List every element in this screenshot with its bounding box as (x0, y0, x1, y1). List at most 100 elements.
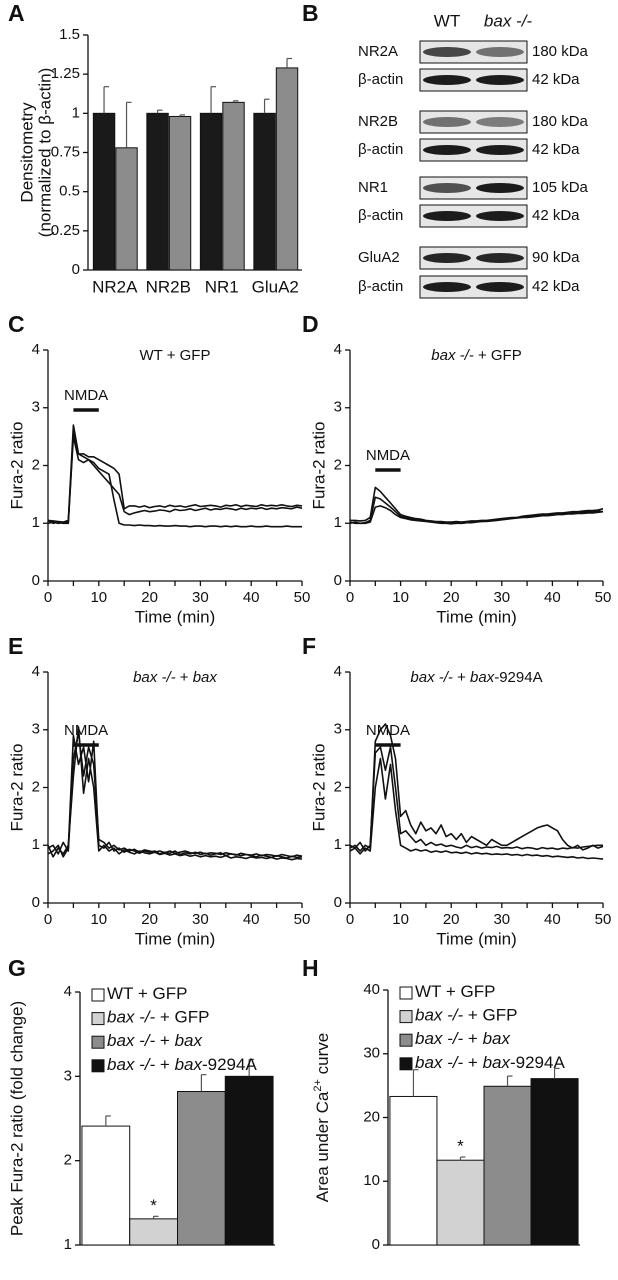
y-axis-label-part: Area under Ca (313, 1091, 332, 1202)
chart-title-part: + GFP (474, 347, 522, 364)
x-tick-label: NR2A (92, 277, 138, 296)
protein-label: β-actin (358, 278, 403, 295)
legend-label-part: WT + GFP (415, 982, 495, 1001)
y-tick-label: 1 (334, 514, 342, 531)
y-tick-label: 0 (334, 894, 342, 911)
chart-title-part: bax -/- (431, 347, 474, 364)
y-tick-label: 3 (334, 721, 342, 738)
chart-title: bax -/- + GFP (431, 347, 521, 364)
legend-label: WT + GFP (415, 982, 495, 1001)
trace (47, 731, 303, 858)
x-tick-label: 10 (90, 911, 107, 928)
legend-label-part: + (155, 1032, 174, 1051)
chart-title: bax -/- + bax-9294A (410, 669, 542, 686)
x-tick-label: 50 (294, 589, 311, 606)
trace (47, 424, 302, 528)
y-tick-label: 0 (72, 261, 80, 278)
y-axis-label: Fura-2 ratio (309, 744, 328, 832)
x-axis-label: Time (min) (135, 607, 216, 626)
bar (275, 67, 299, 271)
y-tick-label: 0 (32, 572, 40, 589)
blot-strip (419, 68, 528, 92)
x-axis-label: Time (min) (436, 607, 517, 626)
bar (177, 1091, 226, 1246)
y-tick-label: 0 (334, 572, 342, 589)
legend-label-part: -9294A (202, 1055, 257, 1074)
y-axis-label-part: 2+ (312, 1079, 324, 1092)
blot-band (476, 145, 524, 155)
panel-label: A (8, 0, 25, 26)
blot-band (423, 183, 471, 193)
legend-label: bax -/- + GFP (107, 1008, 210, 1027)
stimulus-label: NMDA (64, 387, 108, 404)
blot-strip (419, 246, 528, 270)
x-tick-label: 30 (493, 589, 510, 606)
blot-band (476, 47, 524, 57)
y-tick-label: 3 (64, 1067, 72, 1084)
y-tick-label: 2 (32, 778, 40, 795)
panel-label: H (302, 955, 319, 981)
x-axis-label: Time (min) (135, 929, 216, 948)
y-tick-label: 2 (64, 1152, 72, 1169)
legend-label-part: bax -/- (107, 1032, 156, 1051)
protein-label: β-actin (358, 207, 403, 224)
legend-label-part: bax (175, 1055, 203, 1074)
y-axis-label: Peak Fura-2 ratio (fold change) (7, 1001, 26, 1236)
x-tick-label: 50 (595, 589, 612, 606)
x-tick-label: 50 (595, 911, 612, 928)
protein-label: NR2B (358, 113, 398, 130)
bar (530, 1078, 579, 1246)
bar (81, 1125, 131, 1246)
size-label: 105 kDa (532, 179, 589, 196)
legend-label: bax -/- + GFP (415, 1006, 518, 1025)
panel-label: C (8, 311, 25, 337)
y-tick-label: 3 (32, 399, 40, 416)
y-axis-label: Fura-2 ratio (309, 422, 328, 510)
protein-label: β-actin (358, 141, 403, 158)
bar (199, 112, 223, 271)
y-tick-label: 40 (363, 981, 380, 998)
legend-label-part: bax -/- (415, 1006, 464, 1025)
bar (253, 112, 276, 271)
legend-label: WT + GFP (107, 984, 187, 1003)
blot-band (423, 253, 471, 263)
y-tick-label: 4 (64, 983, 72, 1000)
y-tick-label: 1 (64, 1236, 72, 1253)
x-tick-label: NR1 (205, 277, 239, 296)
panel-label: F (302, 633, 316, 659)
lane-label: WT (434, 11, 460, 30)
y-tick-label: 4 (334, 341, 342, 358)
stimulus-label: NMDA (64, 722, 108, 739)
chart-title-part: bax -/- (410, 669, 453, 686)
x-tick-label: GluA2 (252, 277, 299, 296)
x-tick-label: 40 (243, 589, 260, 606)
legend-label-part: bax -/- (107, 1008, 156, 1027)
legend-label-part: bax -/- (415, 1030, 464, 1049)
blot-band (423, 75, 471, 85)
x-tick-label: 10 (90, 589, 107, 606)
x-tick-label: 40 (243, 911, 260, 928)
trace (47, 734, 303, 859)
legend-swatch (399, 1033, 413, 1047)
y-tick-label: 2 (334, 778, 342, 795)
size-label: 90 kDa (532, 249, 580, 266)
x-tick-label: 20 (141, 911, 158, 928)
y-tick-label: 1.25 (51, 65, 80, 82)
trace (349, 723, 604, 852)
blot-band (476, 183, 524, 193)
blot-band (423, 282, 471, 292)
legend-label: bax -/- + bax-9294A (415, 1053, 565, 1072)
blot-band (476, 211, 524, 221)
bar (436, 1159, 485, 1246)
y-tick-label: 1 (72, 104, 80, 121)
blot-strip (419, 176, 528, 200)
trace (47, 430, 303, 525)
legend-label-part: + GFP (155, 1008, 209, 1027)
significance: * (457, 1137, 464, 1156)
legend-swatch (399, 986, 413, 1000)
x-tick-label: NR2B (146, 277, 191, 296)
size-label: 42 kDa (532, 141, 580, 158)
bar (146, 112, 169, 271)
size-label: 42 kDa (532, 207, 580, 224)
y-tick-label: 0 (32, 894, 40, 911)
